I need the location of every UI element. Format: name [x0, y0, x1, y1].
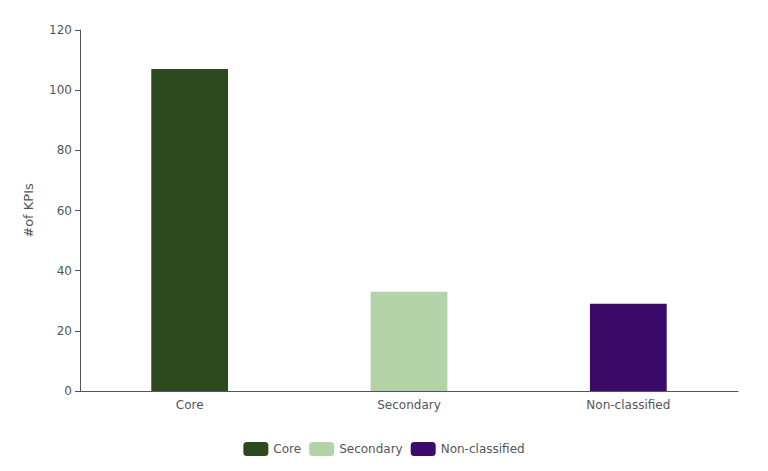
svg-text:Core: Core: [176, 398, 204, 412]
svg-text:20: 20: [57, 324, 72, 338]
svg-text:0: 0: [64, 384, 72, 398]
svg-text:40: 40: [57, 264, 72, 278]
svg-text:100: 100: [49, 83, 72, 97]
svg-text:Non-classified: Non-classified: [586, 398, 670, 412]
svg-text:60: 60: [57, 204, 72, 218]
svg-text:Non-classified: Non-classified: [441, 442, 525, 456]
svg-text:Core: Core: [273, 442, 301, 456]
svg-text:120: 120: [49, 23, 72, 37]
svg-text:Secondary: Secondary: [339, 442, 403, 456]
svg-text:#of KPIs: #of KPIs: [21, 183, 36, 238]
svg-text:80: 80: [57, 143, 72, 157]
svg-text:Secondary: Secondary: [377, 398, 441, 412]
